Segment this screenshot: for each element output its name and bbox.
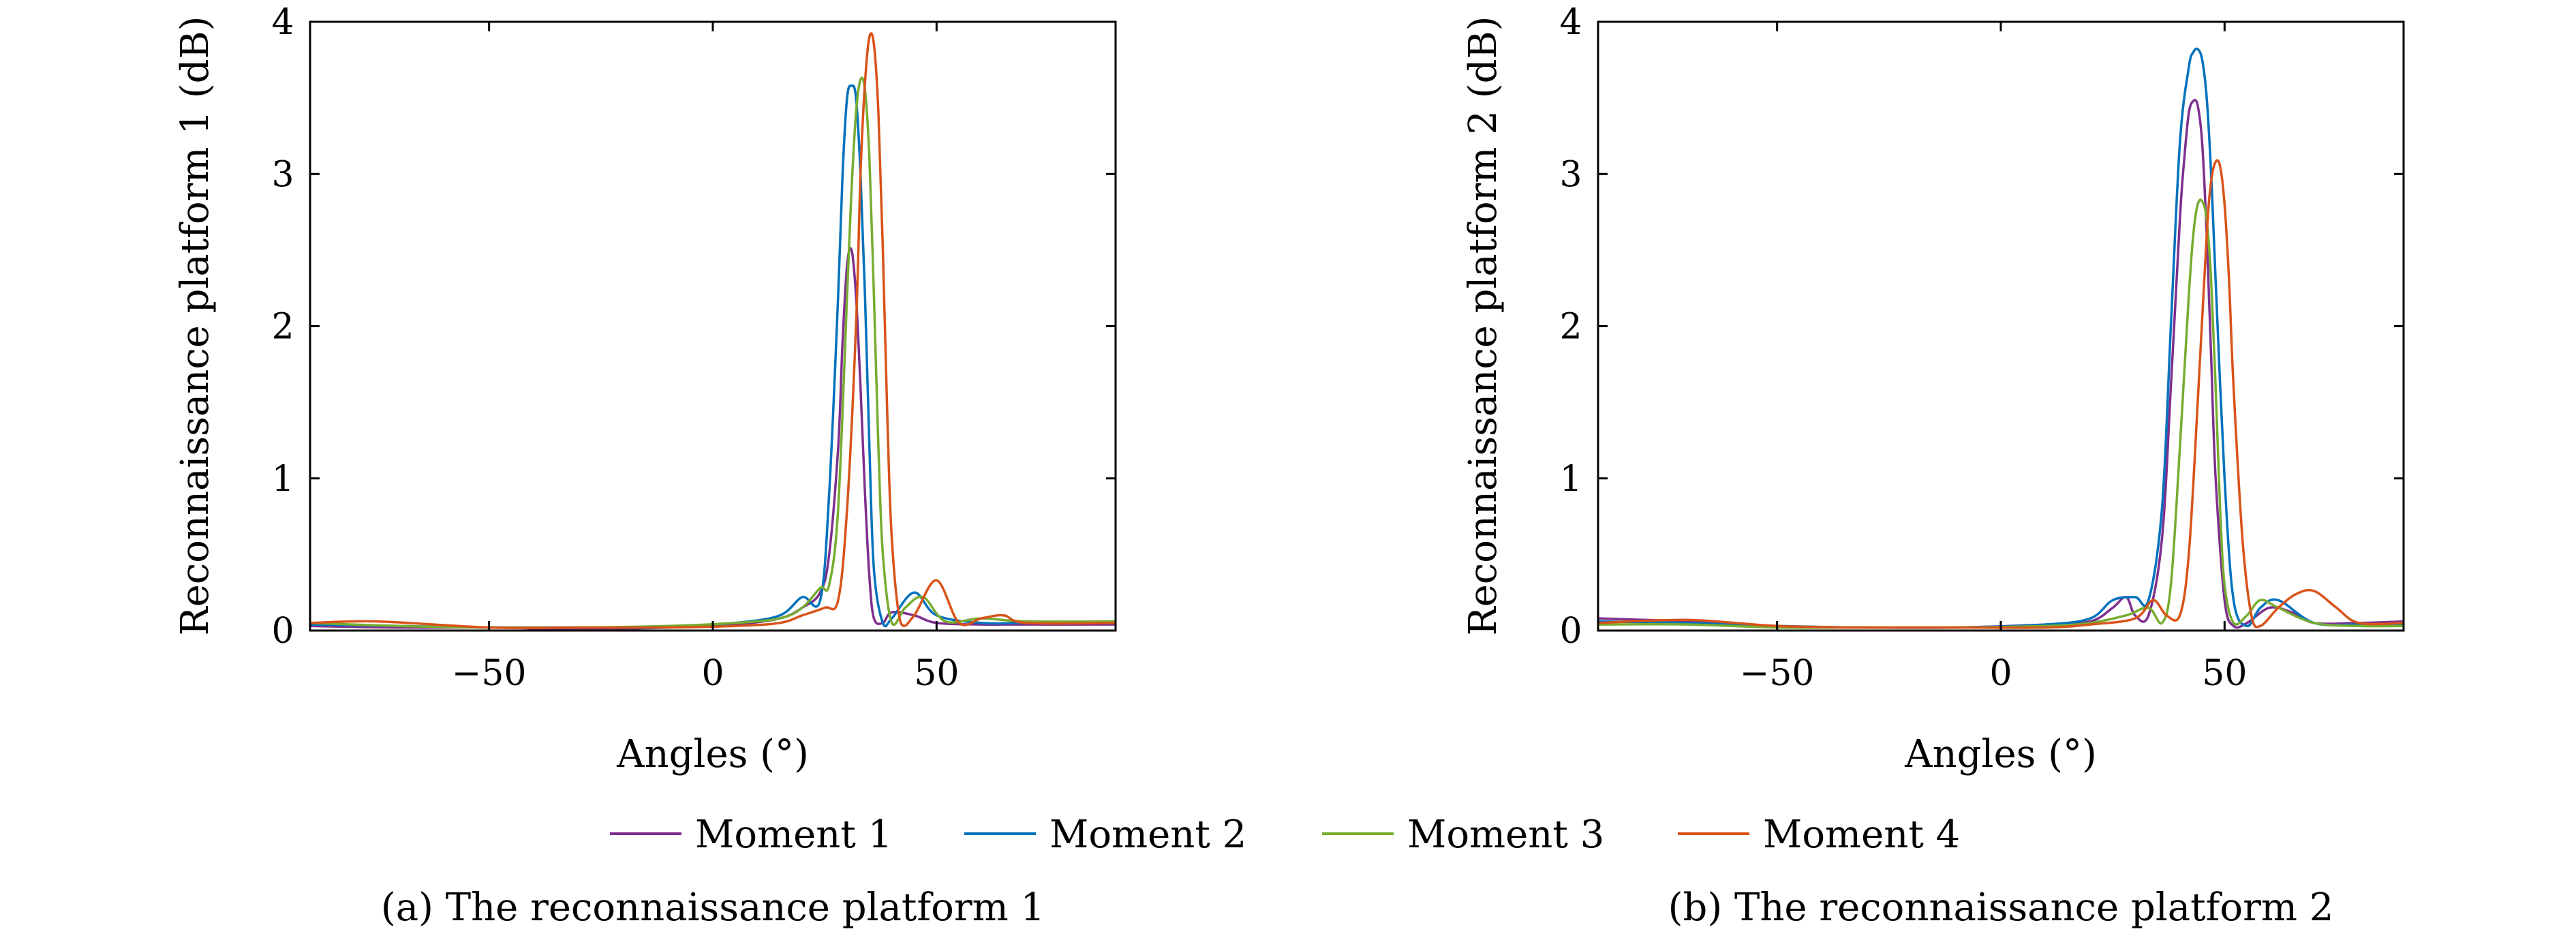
y-tick-label: 3: [271, 154, 294, 195]
y-tick-label: 1: [1559, 459, 1582, 500]
y-axis-label: Reconnaissance platform 2 (dB): [1461, 16, 1505, 636]
legend-label-4: Moment 4: [1763, 813, 1960, 857]
chart-panel-a: −50 0 50 0 1 2 3 4 Angles (°) Reconnaissance pl…: [173, 2, 1117, 930]
y-tick-label: 0: [271, 611, 294, 652]
series-line-1: [1597, 98, 2404, 629]
legend-label-1: Moment 1: [695, 813, 892, 857]
series-line-2: [1597, 47, 2404, 629]
y-tick-label: 0: [1559, 611, 1582, 652]
y-axis-label: Reconnaissance platform 1 (dB): [173, 16, 217, 636]
x-axis-label: Angles (°): [1904, 732, 2097, 776]
y-tick-label: 3: [1559, 154, 1582, 195]
y-tick-label: 4: [1559, 2, 1582, 43]
series-line-4: [309, 32, 1116, 629]
legend-label-3: Moment 3: [1407, 813, 1604, 857]
x-tick-label: 0: [1989, 653, 2012, 694]
plot-frame: [1597, 20, 2405, 632]
series-line-3: [309, 76, 1116, 629]
y-tick-label: 4: [271, 2, 294, 43]
y-tick-label: 2: [1559, 307, 1582, 348]
x-tick-label: 50: [2202, 653, 2247, 694]
x-tick-label: −50: [452, 653, 527, 694]
chart-panel-b: −50 0 50 0 1 2 3 4 Angles (°) Reconnaissance pl…: [1461, 2, 2405, 930]
y-tick-label: 1: [271, 459, 294, 500]
x-tick-label: 50: [914, 653, 959, 694]
x-tick-label: −50: [1740, 653, 1815, 694]
legend-label-2: Moment 2: [1049, 813, 1246, 857]
series-line-3: [1597, 198, 2404, 629]
caption: (a) The reconnaissance platform 1: [381, 886, 1045, 930]
series-line-4: [1597, 159, 2404, 629]
series-line-1: [309, 247, 1116, 631]
plot-frame: [309, 20, 1117, 632]
caption: (b) The reconnaissance platform 2: [1668, 886, 2334, 930]
y-tick-label: 2: [271, 307, 294, 348]
x-tick-label: 0: [701, 653, 724, 694]
series-line-2: [309, 84, 1116, 629]
x-axis-label: Angles (°): [616, 732, 809, 776]
legend: Moment 1 Moment 2 Moment 3 Moment 4: [610, 813, 1960, 857]
